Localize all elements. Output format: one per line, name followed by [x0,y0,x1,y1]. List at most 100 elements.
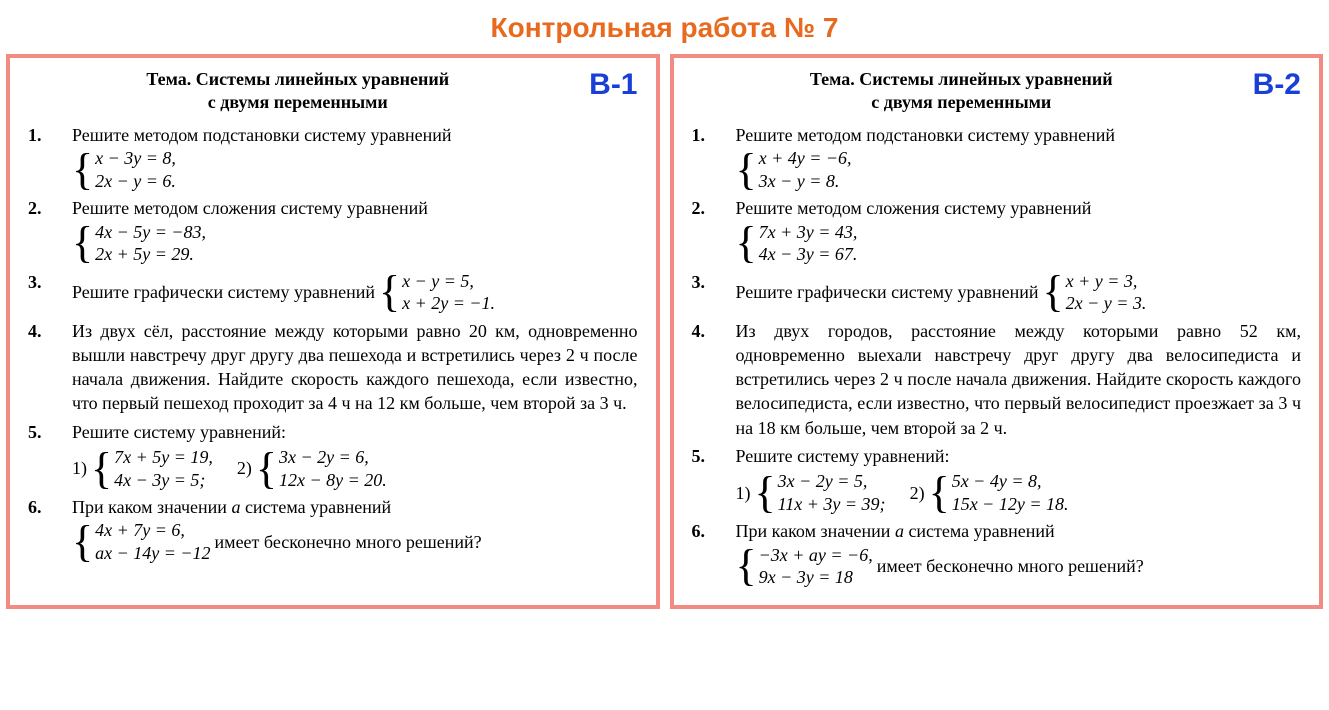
problem-number: 2. [28,196,72,265]
problem-after-text: имеет бесконечно много решений? [215,530,482,554]
brace-icon: { [755,471,776,515]
equation-line: 4x − 5y = −83, [95,221,206,244]
brace-icon: { [256,447,277,491]
problem-paragraph: Из двух городов, расстояние между которы… [736,319,1302,440]
problem-number: 1. [692,123,736,192]
equation-line: 12x − 8y = 20. [279,469,387,492]
problem-text: Решите методом подстановки систему уравн… [72,123,638,147]
equation-system: { −3x + ay = −6, 9x − 3y = 18 [736,544,873,589]
sub-label: 1) [736,481,751,505]
equation-line: 3x − 2y = 6, [279,446,387,469]
topic-text-2: с двумя переменными [871,92,1051,112]
equation-line: 7x + 3y = 43, [759,221,858,244]
topic-label: Тема. [146,69,191,89]
equation-system: { x + y = 3, 2x − y = 3. [1043,270,1147,315]
equation-line: −3x + ay = −6, [759,544,873,567]
problem-6: 6. При каком значении a система уравнени… [692,519,1302,588]
problem-number: 5. [28,420,72,491]
main-title: Контрольная работа № 7 [0,0,1329,54]
variant-badge-2: В-2 [1253,68,1301,102]
problem-text: Решите графически систему уравнений [72,280,375,304]
problem-number: 4. [28,319,72,416]
equation-system: { x + 4y = −6, 3x − y = 8. [736,147,852,192]
topic-heading: Тема. Системы линейных уравнений с двумя… [692,68,1302,113]
equation-line: 15x − 12y = 18. [952,493,1069,516]
problem-text: Решите методом сложения систему уравнени… [736,196,1302,220]
problem-number: 3. [692,270,736,315]
brace-icon: { [1043,270,1064,314]
equation-line: 4x − 3y = 67. [759,243,858,266]
brace-icon: { [379,270,400,314]
equation-system: { 3x − 2y = 6, 12x − 8y = 20. [256,446,387,491]
problem-1: 1. Решите методом подстановки систему ур… [28,123,638,192]
problem-text: Решите методом подстановки систему уравн… [736,123,1302,147]
equation-system: { 7x + 3y = 43, 4x − 3y = 67. [736,221,858,266]
problem-3: 3. Решите графически систему уравнений {… [28,270,638,315]
topic-text-2: с двумя переменными [208,92,388,112]
equation-system: { x − y = 5, x + 2y = −1. [379,270,495,315]
problem-number: 4. [692,319,736,440]
brace-icon: { [736,544,757,588]
equation-system: { 4x + 7y = 6, ax − 14y = −12 [72,519,211,564]
equation-line: x − y = 5, [402,270,495,293]
sub-label: 2) [910,481,925,505]
equation-line: ax − 14y = −12 [95,542,210,565]
problem-text: При каком значении a система уравнений [736,519,1302,543]
sub-problem-2: 2) { 5x − 4y = 8, 15x − 12y = 18. [910,470,1069,515]
brace-icon: { [736,148,757,192]
problem-1: 1. Решите методом подстановки систему ур… [692,123,1302,192]
problem-text: Решите методом сложения систему уравнени… [72,196,638,220]
equation-line: 9x − 3y = 18 [759,566,873,589]
topic-heading: Тема. Системы линейных уравнений с двумя… [28,68,638,113]
equation-line: x + 4y = −6, [759,147,852,170]
problem-number: 2. [692,196,736,265]
problem-number: 5. [692,444,736,515]
problem-paragraph: Из двух сёл, расстояние между которыми р… [72,319,638,416]
topic-label: Тема. [810,69,855,89]
equation-system: { 4x − 5y = −83, 2x + 5y = 29. [72,221,206,266]
equation-system: { 5x − 4y = 8, 15x − 12y = 18. [929,470,1069,515]
equation-line: 3x − y = 8. [759,170,852,193]
equation-line: x + y = 3, [1066,270,1147,293]
problem-3: 3. Решите графически систему уравнений {… [692,270,1302,315]
brace-icon: { [72,221,93,265]
sub-label: 1) [72,456,87,480]
problem-5: 5. Решите систему уравнений: 1) { 3x − 2… [692,444,1302,515]
brace-icon: { [736,221,757,265]
problem-text: Решите систему уравнений: [736,444,1302,468]
equation-line: x + 2y = −1. [402,292,495,315]
sub-label: 2) [237,456,252,480]
problem-number: 6. [692,519,736,588]
problem-2: 2. Решите методом сложения систему уравн… [28,196,638,265]
topic-text-1: Системы линейных уравнений [196,69,449,89]
equation-line: 11x + 3y = 39; [778,493,886,516]
equation-line: 2x + 5y = 29. [95,243,206,266]
equation-line: 5x − 4y = 8, [952,470,1069,493]
brace-icon: { [72,520,93,564]
sub-problem-1: 1) { 3x − 2y = 5, 11x + 3y = 39; [736,470,886,515]
equation-line: 4x − 3y = 5; [114,469,213,492]
equation-system: { x − 3y = 8, 2x − y = 6. [72,147,176,192]
brace-icon: { [72,148,93,192]
equation-line: x − 3y = 8, [95,147,176,170]
problem-2: 2. Решите методом сложения систему уравн… [692,196,1302,265]
variant-card-2: В-2 Тема. Системы линейных уравнений с д… [670,54,1324,609]
problem-number: 3. [28,270,72,315]
sub-problem-1: 1) { 7x + 5y = 19, 4x − 3y = 5; [72,446,213,491]
variant-badge-1: В-1 [589,68,637,102]
problem-6: 6. При каком значении a система уравнени… [28,495,638,564]
equation-line: 7x + 5y = 19, [114,446,213,469]
brace-icon: { [91,447,112,491]
problem-text: Решите графически систему уравнений [736,280,1039,304]
equation-line: 3x − 2y = 5, [778,470,886,493]
problem-text: Решите систему уравнений: [72,420,638,444]
sub-problem-2: 2) { 3x − 2y = 6, 12x − 8y = 20. [237,446,387,491]
variant-card-1: В-1 Тема. Системы линейных уравнений с д… [6,54,660,609]
problem-5: 5. Решите систему уравнений: 1) { 7x + 5… [28,420,638,491]
equation-system: { 3x − 2y = 5, 11x + 3y = 39; [755,470,886,515]
problem-4: 4. Из двух городов, расстояние между кот… [692,319,1302,440]
equation-system: { 7x + 5y = 19, 4x − 3y = 5; [91,446,213,491]
problem-number: 1. [28,123,72,192]
problem-4: 4. Из двух сёл, расстояние между которым… [28,319,638,416]
equation-line: 2x − y = 3. [1066,292,1147,315]
